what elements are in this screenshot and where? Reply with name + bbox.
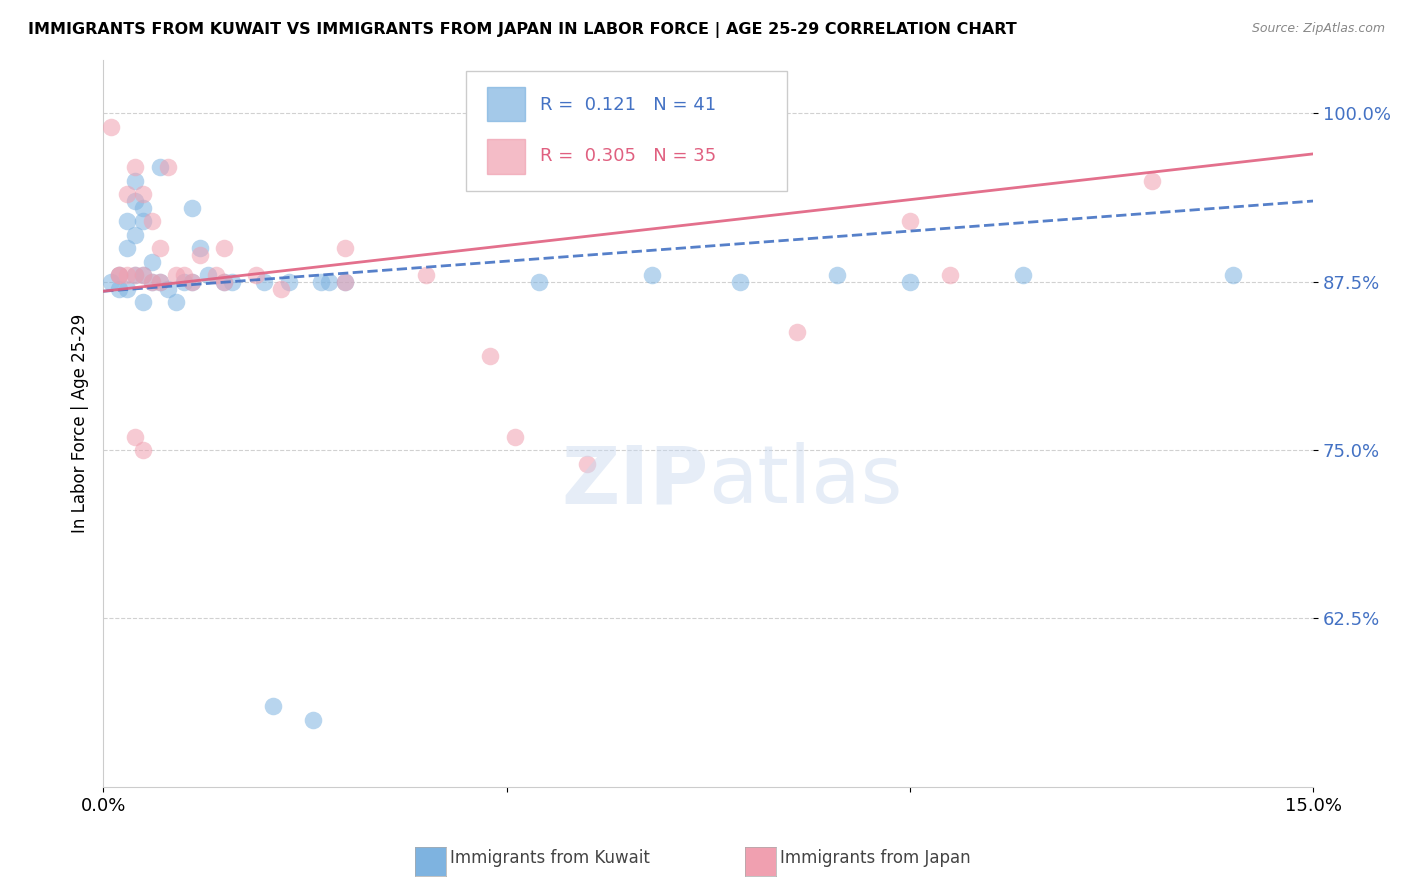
- Point: [141, 254, 163, 268]
- Point: [1011, 268, 1033, 282]
- Point: [309, 275, 332, 289]
- Point: [205, 268, 228, 282]
- Point: [898, 275, 921, 289]
- Point: [108, 268, 131, 282]
- Point: [149, 275, 172, 289]
- Point: [318, 275, 340, 289]
- Point: [277, 275, 299, 289]
- Point: [108, 268, 131, 282]
- Point: [898, 214, 921, 228]
- Text: Immigrants from Kuwait: Immigrants from Kuwait: [450, 849, 650, 867]
- Text: Immigrants from Japan: Immigrants from Japan: [780, 849, 972, 867]
- Point: [503, 430, 526, 444]
- Point: [124, 174, 146, 188]
- Point: [786, 325, 808, 339]
- Point: [1140, 174, 1163, 188]
- Point: [149, 241, 172, 255]
- Point: [124, 227, 146, 242]
- Point: [132, 443, 155, 458]
- Point: [132, 201, 155, 215]
- Point: [173, 275, 195, 289]
- Point: [132, 268, 155, 282]
- Point: [333, 241, 356, 255]
- Point: [333, 275, 356, 289]
- Point: [730, 275, 752, 289]
- Bar: [486, 139, 526, 174]
- Point: [212, 241, 235, 255]
- Point: [302, 713, 325, 727]
- Point: [333, 275, 356, 289]
- FancyBboxPatch shape: [467, 70, 787, 191]
- Point: [180, 275, 202, 289]
- Text: ZIP: ZIP: [561, 442, 709, 520]
- Text: IMMIGRANTS FROM KUWAIT VS IMMIGRANTS FROM JAPAN IN LABOR FORCE | AGE 25-29 CORRE: IMMIGRANTS FROM KUWAIT VS IMMIGRANTS FRO…: [28, 22, 1017, 38]
- Point: [124, 430, 146, 444]
- Point: [1222, 268, 1244, 282]
- Point: [253, 275, 276, 289]
- Point: [270, 281, 292, 295]
- Point: [939, 268, 962, 282]
- Point: [165, 295, 187, 310]
- Point: [132, 268, 155, 282]
- Point: [108, 268, 131, 282]
- Point: [108, 281, 131, 295]
- Point: [124, 268, 146, 282]
- Point: [117, 241, 139, 255]
- Point: [221, 275, 243, 289]
- Point: [262, 699, 284, 714]
- Point: [141, 214, 163, 228]
- Point: [124, 268, 146, 282]
- Point: [415, 268, 437, 282]
- Text: atlas: atlas: [709, 442, 903, 520]
- Bar: [486, 87, 526, 121]
- Point: [141, 275, 163, 289]
- Point: [173, 268, 195, 282]
- Text: R =  0.121   N = 41: R = 0.121 N = 41: [540, 95, 716, 113]
- Point: [100, 275, 122, 289]
- Point: [124, 194, 146, 208]
- Point: [827, 268, 849, 282]
- Point: [132, 295, 155, 310]
- Point: [527, 275, 550, 289]
- Point: [188, 241, 211, 255]
- Point: [180, 201, 202, 215]
- Point: [180, 275, 202, 289]
- Point: [156, 281, 179, 295]
- Point: [117, 281, 139, 295]
- Point: [245, 268, 267, 282]
- Point: [132, 187, 155, 202]
- Point: [165, 268, 187, 282]
- Point: [124, 161, 146, 175]
- Point: [576, 457, 599, 471]
- Point: [188, 248, 211, 262]
- Text: Source: ZipAtlas.com: Source: ZipAtlas.com: [1251, 22, 1385, 36]
- Point: [117, 187, 139, 202]
- Point: [641, 268, 664, 282]
- Point: [479, 349, 502, 363]
- Point: [141, 275, 163, 289]
- Point: [149, 161, 172, 175]
- Point: [132, 214, 155, 228]
- Point: [117, 268, 139, 282]
- Point: [197, 268, 219, 282]
- Point: [212, 275, 235, 289]
- Point: [212, 275, 235, 289]
- Point: [100, 120, 122, 134]
- Point: [117, 214, 139, 228]
- Text: R =  0.305   N = 35: R = 0.305 N = 35: [540, 147, 716, 165]
- Point: [149, 275, 172, 289]
- Y-axis label: In Labor Force | Age 25-29: In Labor Force | Age 25-29: [72, 314, 89, 533]
- Point: [156, 161, 179, 175]
